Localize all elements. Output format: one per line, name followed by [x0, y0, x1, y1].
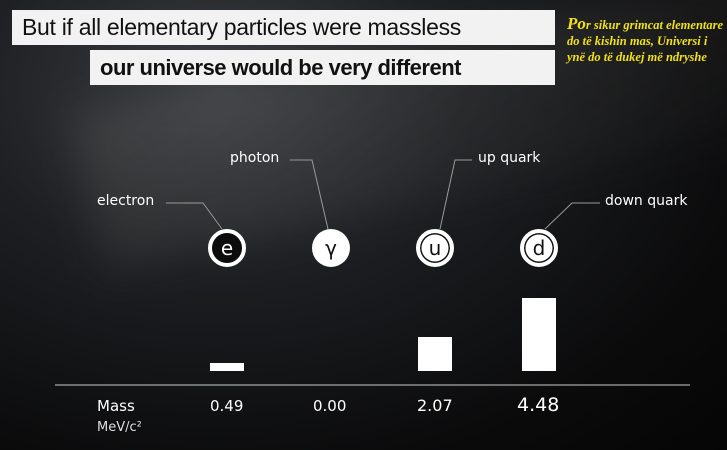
down-quark-leader [544, 202, 600, 230]
up-quark-mass-value: 2.07 [417, 396, 453, 415]
label-electron: electron [97, 193, 155, 209]
label-up-quark: up quark [478, 150, 541, 166]
photon-symbol: γ [312, 229, 350, 267]
up-quark-mass-bar [418, 337, 452, 371]
photon-mass-value: 0.00 [313, 397, 347, 415]
down-quark-mass-bar [522, 298, 556, 371]
up-quark-symbol: u [416, 229, 454, 267]
down-quark-symbol: d [520, 229, 558, 267]
photon-leader [290, 159, 329, 230]
mass-unit: MeV/c² [97, 420, 142, 435]
translation-subtitle: Por sikur grimcat elementare do të kishi… [567, 14, 725, 65]
up-quark-leader [439, 159, 472, 230]
subtitle-text: r sikur grimcat elementare do të kishin … [567, 18, 724, 64]
title-line-2: our universe would be very different [90, 50, 555, 85]
electron-symbol: e [208, 229, 246, 267]
mass-label: Mass [97, 397, 135, 415]
electron-leader [166, 202, 223, 230]
subtitle-initial: Po [567, 14, 586, 33]
down-quark-mass-value: 4.48 [517, 394, 560, 416]
electron-mass-value: 0.49 [210, 397, 244, 415]
electron-mass-bar [210, 363, 244, 371]
label-photon: photon [230, 150, 280, 166]
title-line-1: But if all elementary particles were mas… [12, 10, 555, 45]
label-down-quark: down quark [605, 193, 688, 209]
